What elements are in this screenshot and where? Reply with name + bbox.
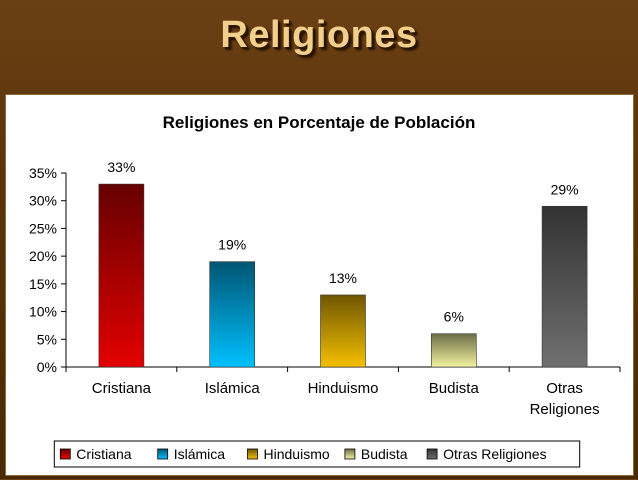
legend-swatch — [247, 448, 258, 460]
x-tick-label: Budista — [429, 380, 480, 397]
y-tick-label: 20% — [29, 248, 57, 264]
bars-group: 33% 19% 13% 6% 29% — [98, 159, 588, 368]
bar-islámica — [209, 261, 255, 368]
x-tick-label: Cristiana — [92, 380, 152, 397]
legend-swatch — [59, 448, 71, 460]
legend-swatch — [344, 448, 356, 460]
bar-chart: Religiones en Porcentaje de Población 0%… — [29, 113, 621, 468]
chart-panel: Religiones en Porcentaje de Población 0%… — [5, 94, 634, 476]
chart-axes: 0% 5% 10% 15% 20% 25% 30% 35% Cristiana Islámica H… — [29, 165, 621, 418]
y-tick-label: 30% — [29, 193, 57, 209]
chart-legend: Cristiana Islámica Hinduismo Budista Otras R… — [53, 440, 581, 468]
y-tick-label: 35% — [29, 165, 57, 181]
y-tick-label: 25% — [29, 220, 57, 236]
data-label: 13% — [329, 270, 357, 286]
bar-cristiana — [98, 183, 145, 368]
x-tick-label: Otras — [546, 380, 583, 397]
y-tick-label: 5% — [37, 331, 57, 347]
data-label: 6% — [444, 309, 464, 325]
legend-swatch — [426, 448, 438, 460]
y-tick-label: 0% — [37, 359, 57, 375]
data-label: 29% — [551, 181, 579, 197]
chart-title: Religiones en Porcentaje de Población — [163, 113, 476, 132]
y-tick-label: 15% — [29, 276, 57, 292]
y-tick-label: 10% — [29, 304, 57, 320]
x-tick-label: Religiones — [530, 401, 600, 418]
slide-title: Religiones — [220, 14, 418, 56]
x-tick-label: Islámica — [205, 380, 261, 397]
bar-budista — [430, 333, 477, 368]
legend-entry: Hinduismo — [264, 446, 330, 462]
legend-entry: Islámica — [174, 446, 226, 462]
bar-otras-religiones — [541, 205, 588, 368]
x-tick-label: Hinduismo — [308, 380, 379, 397]
legend-entry: Otras Religiones — [443, 446, 546, 462]
legend-entry: Budista — [361, 446, 408, 462]
bar-hinduismo — [320, 294, 366, 368]
legend-entry: Cristiana — [76, 446, 131, 462]
legend-swatch — [157, 448, 169, 460]
data-label: 19% — [218, 237, 246, 253]
legend-box — [53, 440, 581, 468]
data-label: 33% — [107, 159, 135, 175]
